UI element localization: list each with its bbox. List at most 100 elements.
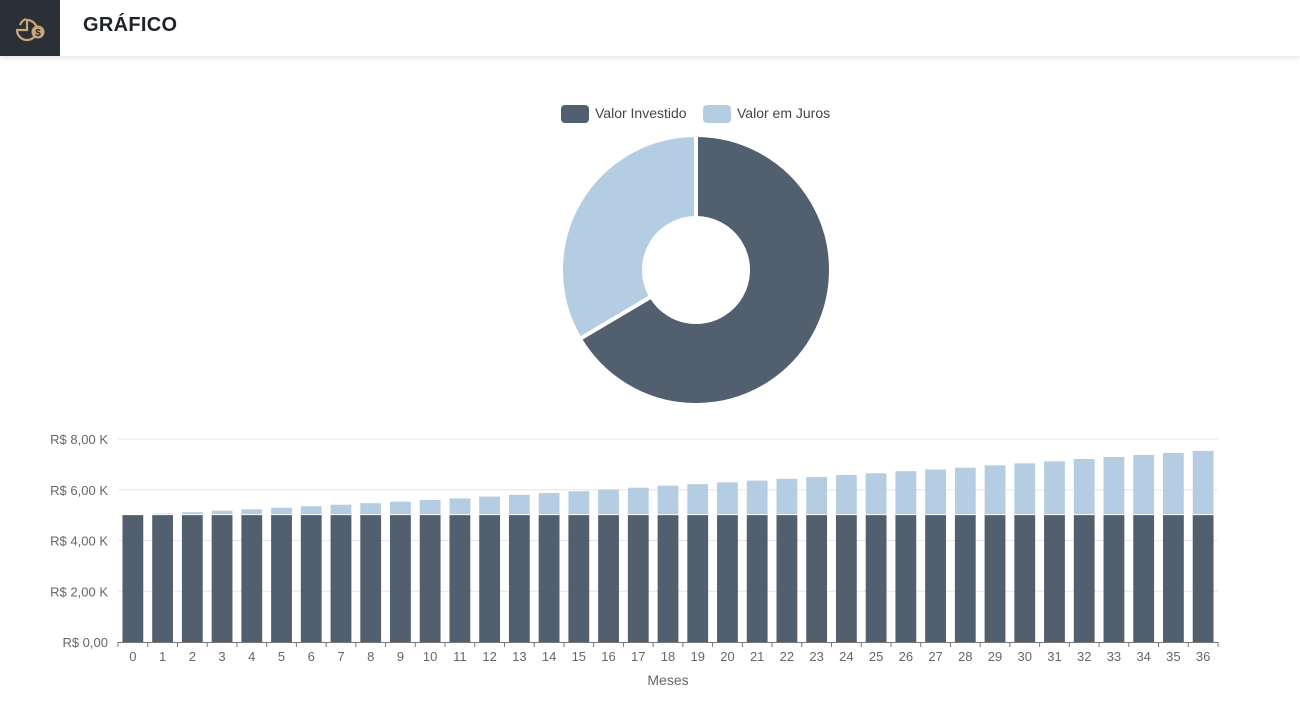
bar-invested-16[interactable] — [598, 515, 619, 642]
legend-label-interest[interactable]: Valor em Juros — [737, 105, 830, 121]
bar-invested-21[interactable] — [746, 515, 768, 642]
bar-interest-35[interactable] — [1163, 452, 1184, 515]
x-tick-label: 21 — [750, 649, 764, 664]
bar-interest-17[interactable] — [627, 487, 649, 515]
bar-invested-10[interactable] — [419, 515, 441, 642]
bar-interest-22[interactable] — [776, 478, 798, 515]
bar-invested-34[interactable] — [1133, 515, 1155, 642]
bar-interest-19[interactable] — [687, 484, 709, 515]
bar-interest-15[interactable] — [568, 491, 590, 515]
bar-invested-15[interactable] — [568, 515, 590, 642]
bar-interest-36[interactable] — [1192, 450, 1214, 515]
bar-invested-33[interactable] — [1103, 515, 1125, 642]
bar-invested-5[interactable] — [271, 515, 292, 642]
bar-interest-34[interactable] — [1133, 454, 1155, 515]
bar-invested-3[interactable] — [211, 515, 233, 642]
bar-invested-19[interactable] — [687, 515, 709, 642]
y-tick-label: R$ 6,00 K — [50, 483, 108, 498]
bar-invested-36[interactable] — [1192, 515, 1214, 642]
donut-slice-interest[interactable] — [559, 133, 698, 341]
bar-invested-27[interactable] — [925, 515, 946, 642]
bar-interest-11[interactable] — [449, 498, 471, 515]
x-tick-label: 14 — [542, 649, 556, 664]
bar-invested-20[interactable] — [717, 515, 738, 642]
legend-swatch-invested[interactable] — [561, 105, 589, 123]
bar-interest-20[interactable] — [717, 482, 738, 515]
bar-invested-11[interactable] — [449, 515, 471, 642]
bar-invested-32[interactable] — [1073, 515, 1095, 642]
page-title: GRÁFICO — [83, 14, 178, 36]
y-tick-label: R$ 4,00 K — [50, 534, 108, 549]
bar-interest-8[interactable] — [360, 503, 382, 515]
x-tick-label: 28 — [958, 649, 972, 664]
bar-interest-31[interactable] — [1044, 461, 1065, 515]
bar-interest-32[interactable] — [1073, 459, 1095, 515]
bar-invested-18[interactable] — [657, 515, 679, 642]
bar-invested-9[interactable] — [390, 515, 411, 642]
bar-interest-7[interactable] — [330, 504, 352, 515]
bar-invested-1[interactable] — [152, 515, 173, 642]
bar-invested-13[interactable] — [508, 515, 530, 642]
bar-interest-21[interactable] — [746, 480, 768, 515]
x-tick-label: 33 — [1107, 649, 1121, 664]
bar-invested-14[interactable] — [538, 515, 560, 642]
bar-interest-23[interactable] — [806, 477, 828, 515]
bar-interest-6[interactable] — [300, 506, 322, 515]
bar-interest-4[interactable] — [241, 509, 263, 515]
bar-invested-28[interactable] — [954, 515, 976, 642]
bar-invested-0[interactable] — [122, 515, 144, 642]
bar-interest-25[interactable] — [865, 473, 887, 515]
bar-invested-31[interactable] — [1044, 515, 1065, 642]
bar-invested-29[interactable] — [984, 515, 1006, 642]
bar-interest-18[interactable] — [657, 485, 679, 515]
bar-interest-2[interactable] — [181, 512, 203, 515]
x-tick-label: 13 — [512, 649, 526, 664]
bar-interest-33[interactable] — [1103, 457, 1125, 515]
bar-invested-22[interactable] — [776, 515, 798, 642]
header-icon-box[interactable]: $ — [0, 0, 60, 56]
bar-interest-26[interactable] — [895, 471, 917, 515]
bar-interest-24[interactable] — [835, 475, 857, 515]
legend-label-invested[interactable]: Valor Investido — [595, 105, 687, 121]
bar-invested-25[interactable] — [865, 515, 887, 642]
x-tick-label: 9 — [397, 649, 404, 664]
x-tick-label: 34 — [1136, 649, 1150, 664]
bar-invested-8[interactable] — [360, 515, 382, 642]
x-tick-label: 4 — [248, 649, 255, 664]
bar-invested-24[interactable] — [835, 515, 857, 642]
bar-interest-9[interactable] — [390, 501, 411, 515]
bar-invested-12[interactable] — [479, 515, 501, 642]
bar-interest-10[interactable] — [419, 499, 441, 515]
x-tick-label: 19 — [690, 649, 704, 664]
x-tick-label: 23 — [809, 649, 823, 664]
bar-interest-29[interactable] — [984, 465, 1006, 515]
bar-interest-3[interactable] — [211, 510, 233, 515]
bar-interest-16[interactable] — [598, 489, 619, 515]
bar-invested-6[interactable] — [300, 515, 322, 642]
bar-interest-1[interactable] — [152, 513, 173, 515]
bar-invested-26[interactable] — [895, 515, 917, 642]
x-tick-label: 22 — [780, 649, 794, 664]
bar-invested-4[interactable] — [241, 515, 263, 642]
x-tick-label: 27 — [928, 649, 942, 664]
donut-slice-invested[interactable] — [577, 133, 833, 407]
bar-interest-5[interactable] — [271, 507, 292, 515]
bar-invested-23[interactable] — [806, 515, 828, 642]
legend-swatch-interest[interactable] — [703, 105, 731, 123]
bar-interest-14[interactable] — [538, 493, 560, 515]
bar-invested-30[interactable] — [1014, 515, 1036, 642]
x-tick-label: 1 — [159, 649, 166, 664]
bar-interest-28[interactable] — [954, 467, 976, 515]
bar-interest-27[interactable] — [925, 469, 946, 515]
bar-invested-7[interactable] — [330, 515, 352, 642]
bar-invested-35[interactable] — [1163, 515, 1184, 642]
bar-invested-17[interactable] — [627, 515, 649, 642]
x-tick-label: 26 — [899, 649, 913, 664]
bar-interest-30[interactable] — [1014, 463, 1036, 515]
bar-interest-12[interactable] — [479, 496, 501, 515]
x-tick-label: 2 — [189, 649, 196, 664]
bar-interest-13[interactable] — [508, 494, 530, 515]
x-tick-label: 6 — [308, 649, 315, 664]
x-tick-label: 11 — [453, 649, 467, 664]
bar-invested-2[interactable] — [181, 515, 203, 642]
